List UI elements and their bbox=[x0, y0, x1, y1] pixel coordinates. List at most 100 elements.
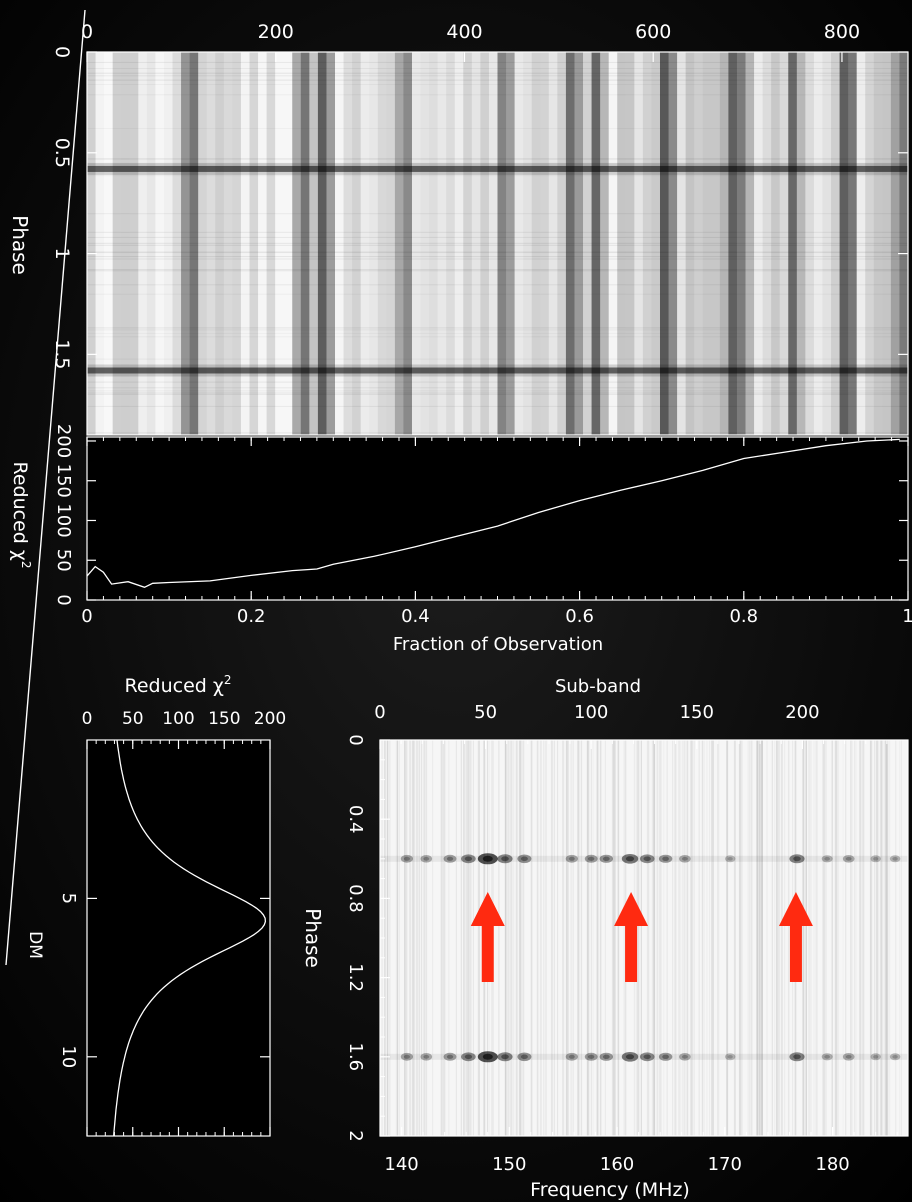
phase-frequency-noise-column bbox=[641, 740, 642, 1136]
phase-frequency-noise-column bbox=[686, 740, 689, 1136]
chi2-dm-x-tick-label: 100 bbox=[162, 709, 194, 729]
phase-frequency-pulse-spot bbox=[517, 1052, 532, 1062]
frequency-tick-label: 140 bbox=[384, 1154, 418, 1175]
phase-time-column bbox=[403, 52, 413, 435]
phase-frequency-pulse-spot bbox=[517, 854, 532, 864]
phase-time-column bbox=[95, 52, 105, 435]
phase-time-noise-row bbox=[87, 61, 908, 63]
phase-frequency-noise-column bbox=[640, 740, 642, 1136]
phase-time-column bbox=[514, 52, 524, 435]
phase-frequency-noise-column bbox=[782, 740, 783, 1136]
dm-axis-slant-line bbox=[5, 9, 86, 966]
phase-frequency-noise-column bbox=[545, 740, 547, 1136]
phase-frequency-pulse-core bbox=[625, 1054, 635, 1060]
chi2-fraction-y-ticks: 0 50 100 150 200 bbox=[53, 424, 908, 606]
phase-frequency-noise-column bbox=[386, 740, 389, 1136]
phase-frequency-noise-column bbox=[787, 740, 790, 1136]
phase-time-column bbox=[677, 52, 687, 435]
pulse-arrow bbox=[470, 892, 505, 982]
phase-frequency-pulse-spot bbox=[565, 854, 578, 863]
phase-frequency-pulse-core bbox=[793, 856, 801, 862]
phase-time-column bbox=[146, 52, 157, 435]
phase-frequency-noise-column bbox=[810, 740, 811, 1136]
phase-frequency-noise-column bbox=[409, 740, 411, 1136]
phase-time-column bbox=[506, 52, 516, 435]
phase-frequency-noise-column bbox=[395, 740, 398, 1136]
phase-frequency-pulse-spot bbox=[639, 854, 655, 864]
chi2-dm-panel: 0 50 100 150 200 5 10 Reduced χ2 DM bbox=[25, 673, 286, 1137]
chi2-fraction-frame bbox=[86, 436, 909, 601]
phase-frequency-pulse-spot bbox=[679, 855, 691, 863]
phase-frequency-pulse-row bbox=[380, 855, 908, 862]
phase-time-noise-row bbox=[87, 392, 908, 394]
phase-frequency-noise-column bbox=[572, 740, 574, 1136]
chi2-fraction-x-label: Fraction of Observation bbox=[393, 634, 603, 655]
phase-time-column bbox=[642, 52, 653, 435]
phase-frequency-noise-column bbox=[441, 740, 444, 1136]
phase-frequency-noise-column bbox=[869, 740, 872, 1136]
phase-frequency-noise-column bbox=[726, 740, 729, 1136]
phase-frequency-pulse-spot bbox=[621, 1052, 639, 1062]
phase-frequency-noise-column bbox=[505, 740, 507, 1136]
phase-frequency-noise-column bbox=[660, 740, 662, 1136]
phase-frequency-noise-column bbox=[509, 740, 511, 1136]
phase-frequency-noise-column bbox=[417, 740, 419, 1136]
phase-time-column bbox=[591, 52, 601, 435]
phase-frequency-noise-column bbox=[398, 740, 400, 1136]
phase-frequency-noise-column bbox=[899, 740, 900, 1136]
sub-band-tick-label: 150 bbox=[680, 702, 714, 723]
chi2-fraction-y-label-text: Reduced χ bbox=[9, 462, 31, 561]
phase-frequency-pulse-core bbox=[588, 856, 595, 861]
pulse-arrow bbox=[614, 892, 649, 982]
phase-frequency-noise-column bbox=[808, 740, 810, 1136]
phase-frequency-noise-column bbox=[551, 740, 553, 1136]
phase-frequency-noise-column bbox=[557, 740, 559, 1136]
phase-frequency-noise-column bbox=[442, 740, 444, 1136]
phase-frequency-noise-column bbox=[593, 740, 594, 1136]
phase-frequency-noise-column bbox=[553, 740, 555, 1136]
phase-time-column bbox=[702, 52, 712, 435]
phase-frequency-noise-column bbox=[691, 740, 693, 1136]
phase-frequency-noise-column bbox=[739, 740, 741, 1136]
phase-time-column bbox=[87, 52, 97, 435]
phase-frequency-y-tick-label: 1.2 bbox=[345, 963, 366, 992]
phase-frequency-pulse-spot bbox=[725, 855, 736, 863]
phase-time-noise-row bbox=[87, 293, 908, 295]
phase-frequency-pulse-core bbox=[501, 856, 509, 862]
phase-frequency-pulse-spot bbox=[842, 855, 855, 863]
frequency-ticks: 140 150 160 170 180 bbox=[379, 1127, 898, 1175]
phase-frequency-noise-column bbox=[885, 740, 887, 1136]
phase-frequency-noise-column bbox=[498, 740, 500, 1136]
phase-frequency-pulse-spot bbox=[821, 1053, 833, 1061]
phase-frequency-noise-column bbox=[879, 740, 882, 1136]
phase-frequency-noise-column bbox=[412, 740, 414, 1136]
phase-frequency-noise-column bbox=[614, 740, 616, 1136]
phase-frequency-noise-column bbox=[776, 740, 778, 1136]
chi2-fraction-x-tick-label: 0.4 bbox=[401, 606, 430, 627]
phase-time-pulse-halo bbox=[87, 364, 908, 377]
phase-frequency-noise-column bbox=[781, 740, 783, 1136]
phase-frequency-noise-column bbox=[774, 740, 775, 1136]
phase-frequency-noise-column bbox=[852, 740, 853, 1136]
phase-frequency-noise-column bbox=[562, 740, 564, 1136]
phase-time-column bbox=[822, 52, 832, 435]
phase-time-column bbox=[548, 52, 558, 435]
phase-time-column bbox=[899, 52, 908, 435]
phase-frequency-noise-column bbox=[837, 740, 839, 1136]
phase-time-x-ticks: 0 200 400 600 800 bbox=[81, 21, 860, 62]
phase-frequency-noise-column bbox=[513, 740, 514, 1136]
phase-time-noise-row bbox=[87, 244, 908, 246]
phase-time-noise-row bbox=[87, 269, 908, 271]
phase-frequency-noise-column bbox=[617, 740, 620, 1136]
phase-frequency-pulse-spot bbox=[821, 855, 833, 863]
phase-frequency-noise-column bbox=[760, 740, 763, 1136]
phase-frequency-noise-column bbox=[822, 740, 825, 1136]
phase-frequency-pulse-spot bbox=[621, 854, 639, 864]
phase-frequency-noise-column bbox=[423, 740, 426, 1136]
phase-time-column bbox=[138, 52, 148, 435]
phase-frequency-pulse-core bbox=[423, 1054, 430, 1059]
frequency-tick-label: 180 bbox=[815, 1154, 849, 1175]
phase-time-column bbox=[352, 52, 362, 435]
phase-frequency-noise-column bbox=[659, 740, 660, 1136]
phase-time-column bbox=[343, 52, 353, 435]
